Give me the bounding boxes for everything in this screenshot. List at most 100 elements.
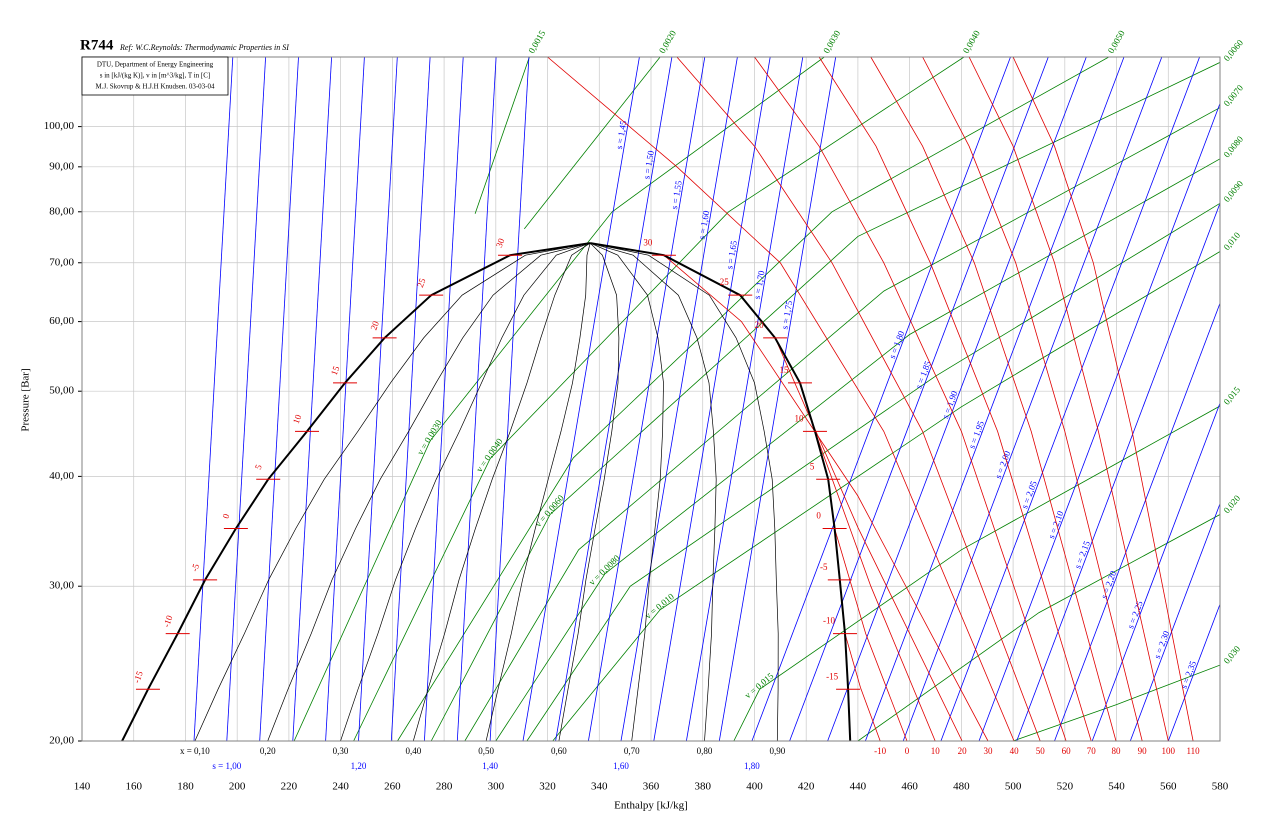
x-tick-label: 580 [1212,781,1229,793]
isochore [353,57,965,741]
isentrope-label: s = 1,50 [641,149,656,180]
isochore [464,107,1220,741]
y-tick-label: 70,00 [49,256,74,268]
s-axis-label: 1,80 [744,761,760,771]
saturated-liquid-line [121,242,591,741]
s-axis-label: s = 1,00 [212,761,241,771]
saturation-temperature-label: 0 [221,512,232,520]
x-tick-label: 260 [384,781,401,793]
saturation-temperature-label: 25 [720,277,730,287]
saturation-temperature-label: 20 [368,319,381,331]
chart-title: R744 [80,37,114,53]
s-axis-label: 1,40 [482,761,498,771]
isotherm [676,57,1041,741]
x-tick-label: 240 [332,781,349,793]
y-axis-label: Pressure [Bar] [20,368,32,431]
saturation-temperature-label: -10 [823,616,835,626]
y-tick-label: 100,00 [44,120,75,132]
x-tick-label: 460 [901,781,918,793]
isentrope [718,57,837,741]
saturation-temperature-label: 30 [494,236,507,248]
x-tick-label: 200 [229,781,246,793]
s-axis-label: 1,20 [351,761,367,771]
isentrope [390,57,431,741]
isotherm [547,57,1015,741]
saturation-temperature-label: 10 [291,413,304,425]
isochore [523,57,661,230]
isentrope [325,57,365,741]
saturation-temperature-label: 10 [794,413,804,423]
isentrope [686,57,804,741]
quality-line [194,242,591,741]
isentrope [620,57,738,741]
x-tick-label: 180 [177,781,194,793]
saturation-temperature-label: -5 [189,562,201,573]
x-tick-label: 340 [591,781,608,793]
isentrope-label: s = 1,55 [669,179,684,210]
saturation-temperature-label: 5 [810,461,815,471]
isentrope-label: s = 1,60 [697,209,712,240]
x-tick-label: 160 [125,781,142,793]
quality-label: 0,50 [478,746,494,756]
isochore [474,57,530,214]
isotherm-label: 70 [1087,746,1097,756]
isentrope-label: s = 1,75 [779,299,794,330]
isochore [552,251,1220,741]
x-tick-label: 320 [539,781,556,793]
isotherm-label: 60 [1062,746,1072,756]
isotherm [818,57,1092,741]
isochore [857,514,1220,741]
quality-line [485,243,591,741]
y-tick-label: 80,00 [49,205,74,217]
y-tick-label: 90,00 [49,160,74,172]
isotherm [870,57,1117,741]
isotherm-label: 40 [1010,746,1020,756]
isotherm [968,57,1169,741]
isentrope [751,57,1011,741]
info-box [81,56,229,96]
x-tick-label: 400 [746,781,763,793]
quality-line [267,242,591,741]
isotherm [834,528,908,741]
x-tick-label: 360 [643,781,660,793]
quality-label: 0,20 [260,746,276,756]
saturation-temperature-label: 5 [253,463,264,471]
y-tick-label: 20,00 [49,735,74,747]
y-tick-label: 30,00 [49,580,74,592]
isotherm [774,337,963,741]
isotherm-label: 80 [1112,746,1122,756]
isotherm-label: 20 [958,746,968,756]
isotherm-label: 110 [1187,746,1201,756]
isotherm [814,431,936,741]
saturation-temperature-label: 30 [643,237,653,247]
isentrope [292,57,332,741]
isentrope [1054,302,1220,741]
s-axis-label: 1,60 [613,761,629,771]
isotherm-label: -10 [874,746,886,756]
y-tick-label: 50,00 [49,385,74,397]
quality-line [340,242,591,741]
quality-label: 0,80 [697,746,713,756]
isotherm [844,633,881,741]
isochore [1012,664,1220,741]
x-tick-label: 480 [953,781,970,793]
isochore [430,62,1220,741]
isentrope [555,57,673,741]
info-line: s in [kJ/(kg K)], v in [m^3/kg], T in [C… [100,72,211,80]
isentrope [226,57,266,741]
isotherm-label: 50 [1036,746,1046,756]
isotherm-label: 90 [1138,746,1148,756]
quality-label: x = 0,10 [180,746,210,756]
y-tick-label: 40,00 [49,470,74,482]
saturation-temperature-label: -10 [161,613,175,628]
isotherm-label: 30 [984,746,994,756]
isentrope [653,57,771,741]
isentrope [588,57,706,741]
x-tick-label: 420 [798,781,815,793]
isochore [293,57,825,741]
isotherm [754,57,1067,741]
isotherm-label: 0 [905,746,910,756]
